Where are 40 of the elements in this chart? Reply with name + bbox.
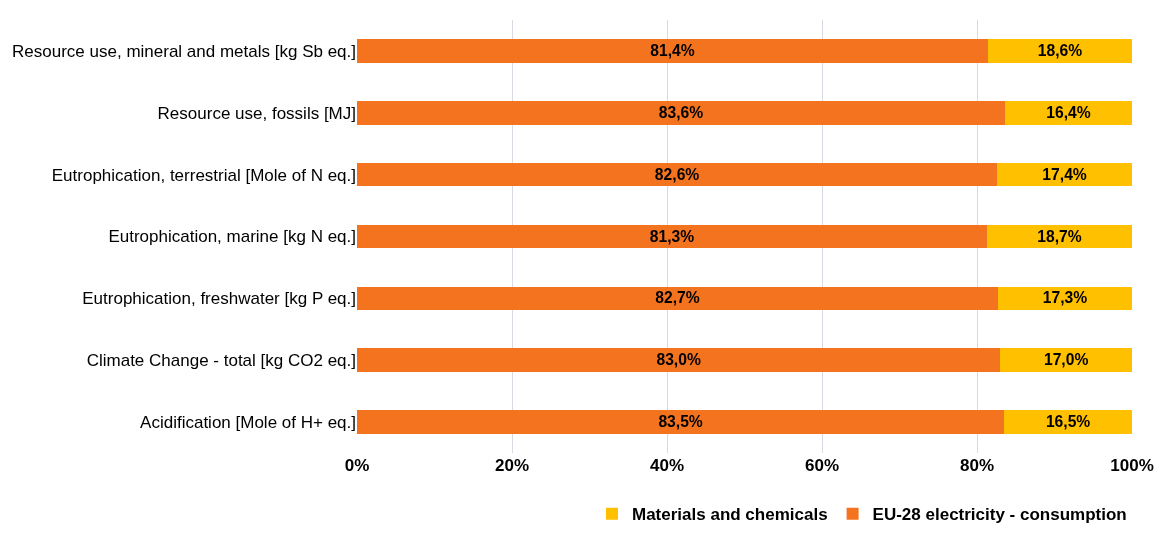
- x-tick-label: 100%: [1110, 456, 1154, 475]
- x-tick-label: 80%: [959, 456, 995, 475]
- data-label: 17,4%: [1042, 165, 1087, 183]
- data-label: 83,6%: [658, 103, 704, 121]
- bar: [987, 39, 1132, 63]
- x-tick-label: 40%: [649, 456, 685, 475]
- x-tick-label: 0%: [344, 456, 370, 475]
- data-label: 17,0%: [1043, 351, 1089, 369]
- y-tick-label: Eutrophication, terrestrial [Mole of N eq.]: [51, 165, 356, 185]
- bar: [357, 39, 988, 63]
- legend-label: EU-28 electricity - consumption: [872, 505, 1127, 525]
- data-label: 82,7%: [655, 289, 700, 307]
- bar: [357, 410, 1005, 434]
- data-label: 16,4%: [1046, 103, 1091, 121]
- bar: [357, 224, 988, 249]
- x-tick-label: 20%: [494, 456, 530, 475]
- y-tick-label: Eutrophication, marine [kg N eq.]: [108, 227, 356, 247]
- y-tick-label: Eutrophication, freshwater [kg P eq.]: [82, 289, 356, 309]
- bar: [357, 162, 998, 187]
- legend-label: Materials and chemicals: [632, 505, 828, 525]
- y-tick-label: Acidification [Mole of H+ eq.]: [140, 413, 356, 433]
- x-tick-label: 60%: [804, 456, 840, 475]
- data-label: 83,5%: [658, 413, 703, 431]
- data-label: 18,6%: [1037, 42, 1083, 59]
- data-label: 18,7%: [1037, 227, 1082, 245]
- bar: [1004, 410, 1132, 434]
- y-tick-label: Resource use, mineral and metals [kg Sb eq.]: [12, 41, 356, 61]
- data-label: 83,0%: [656, 351, 701, 369]
- bar: [1004, 101, 1132, 125]
- data-label: 17,3%: [1042, 289, 1088, 307]
- data-label: 81,3%: [649, 227, 695, 245]
- data-label: 82,6%: [654, 165, 700, 183]
- bar: [357, 348, 1001, 372]
- y-tick-label: Climate Change - total [kg CO2 eq.]: [86, 351, 356, 371]
- bar: [357, 286, 998, 311]
- bar: [1000, 348, 1132, 372]
- data-label: 16,5%: [1045, 413, 1091, 431]
- data-label: 81,4%: [650, 42, 695, 59]
- y-tick-label: Resource use, fossils [MJ]: [157, 103, 356, 123]
- bar: [357, 101, 1005, 125]
